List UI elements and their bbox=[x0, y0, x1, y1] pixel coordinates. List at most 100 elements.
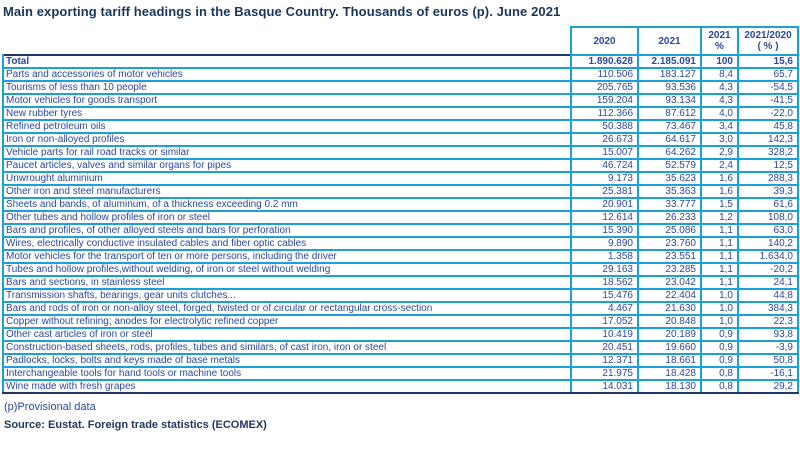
row-label-cell: Bars and rods of iron or non-alloy steel… bbox=[2, 301, 572, 316]
value-2021-cell: 26.233 bbox=[637, 210, 702, 225]
column-header-2021-pct-line1: 2021 bbox=[708, 30, 731, 41]
row-label-cell: Tubes and hollow profiles,without weldin… bbox=[2, 262, 572, 277]
value-2020-cell: 15.476 bbox=[570, 288, 639, 303]
value-2020-cell: 12.371 bbox=[570, 353, 639, 368]
provisional-data-note: (p)Provisional data bbox=[4, 401, 96, 413]
table-row: Refined petroleum oils 50.388 73.467 3,4 45,… bbox=[2, 119, 799, 134]
row-label-cell: Copper without refining; anodes for elec… bbox=[2, 314, 572, 329]
table-row: Other iron and steel manufacturers 25.381… bbox=[2, 184, 799, 199]
value-2020-cell: 12.614 bbox=[570, 210, 639, 225]
value-2021-cell: 25.086 bbox=[637, 223, 702, 238]
value-2021-pct-cell: 1,5 bbox=[700, 197, 739, 212]
value-2021-2020-cell: 44,8 bbox=[737, 288, 799, 303]
row-label-cell: Transmission shafts, bearings, gear unit… bbox=[2, 288, 572, 303]
row-label-cell: Sheets and bands, of aluminum, of a thic… bbox=[2, 197, 572, 212]
value-2021-cell: 64.262 bbox=[637, 145, 702, 160]
value-2020-cell: 46.724 bbox=[570, 158, 639, 173]
table-row: Construction-based sheets, rods, profile… bbox=[2, 340, 799, 355]
value-2021-pct-cell: 8,4 bbox=[700, 67, 739, 82]
row-label-cell: Bars and profiles, of other alloyed stee… bbox=[2, 223, 572, 238]
value-2021-pct-cell: 0,9 bbox=[700, 340, 739, 355]
value-2021-cell: 183.127 bbox=[637, 67, 702, 82]
value-2021-cell: 18.428 bbox=[637, 366, 702, 381]
value-2021-pct-cell: 2,4 bbox=[700, 158, 739, 173]
row-label-cell: Tourisms of less than 10 people bbox=[2, 80, 572, 95]
value-2021-cell: 23.760 bbox=[637, 236, 702, 251]
value-2021-pct-cell: 1,1 bbox=[700, 262, 739, 277]
row-label-cell: Wires, electrically conductive insulated… bbox=[2, 236, 572, 251]
row-label-cell: Other iron and steel manufacturers bbox=[2, 184, 572, 199]
column-header-2021-2020-line1: 2021/2020 bbox=[744, 30, 792, 41]
value-2021-2020-cell: 65,7 bbox=[737, 67, 799, 82]
value-2021-pct-cell: 1,1 bbox=[700, 249, 739, 264]
table-row: Padlocks, locks, bolts and keys made of … bbox=[2, 353, 799, 368]
value-2021-pct-cell: 1,0 bbox=[700, 314, 739, 329]
table-row: Wires, electrically conductive insulated… bbox=[2, 236, 799, 251]
value-2020-cell: 1.358 bbox=[570, 249, 639, 264]
value-2021-2020-cell: 108,0 bbox=[737, 210, 799, 225]
row-label-cell: Paucet articles, valves and similar orga… bbox=[2, 158, 572, 173]
table-row: Tubes and hollow profiles,without weldin… bbox=[2, 262, 799, 277]
table-row: Motor vehicles for the transport of ten … bbox=[2, 249, 799, 264]
value-2021-2020-cell: 24,1 bbox=[737, 275, 799, 290]
row-label-cell: Parts and accessories of motor vehicles bbox=[2, 67, 572, 82]
value-2021-cell: 52.579 bbox=[637, 158, 702, 173]
column-header-2020: 2020 bbox=[570, 26, 639, 56]
table-row: Bars and profiles, of other alloyed stee… bbox=[2, 223, 799, 238]
row-label-cell: Bars and sections, in stainless steel bbox=[2, 275, 572, 290]
value-2021-2020-cell: -41,5 bbox=[737, 93, 799, 108]
value-2020-cell: 15.007 bbox=[570, 145, 639, 160]
table-row: Sheets and bands, of aluminum, of a thic… bbox=[2, 197, 799, 212]
table-row: Bars and rods of iron or non-alloy steel… bbox=[2, 301, 799, 316]
value-2021-pct-cell: 4,3 bbox=[700, 93, 739, 108]
value-2020-cell: 112.366 bbox=[570, 106, 639, 121]
value-2021-2020-cell: 12,5 bbox=[737, 158, 799, 173]
value-2021-2020-cell: 22,3 bbox=[737, 314, 799, 329]
value-2021-cell: 23.285 bbox=[637, 262, 702, 277]
row-label-cell: Padlocks, locks, bolts and keys made of … bbox=[2, 353, 572, 368]
value-2021-pct-cell: 1,6 bbox=[700, 171, 739, 186]
value-2021-2020-cell: 140,2 bbox=[737, 236, 799, 251]
value-2021-cell: 21.630 bbox=[637, 301, 702, 316]
source-note: Source: Eustat. Foreign trade statistics… bbox=[4, 419, 267, 431]
table-row: Unwrought aluminium 9.173 35.623 1,6 288,3 bbox=[2, 171, 799, 186]
value-2021-pct-cell: 1,0 bbox=[700, 301, 739, 316]
table-row: Total 1.890.628 2.185.091 100 15,6 bbox=[2, 54, 799, 69]
value-2021-2020-cell: -22,0 bbox=[737, 106, 799, 121]
value-2020-cell: 159.204 bbox=[570, 93, 639, 108]
value-2020-cell: 14.031 bbox=[570, 379, 639, 394]
value-2020-cell: 18.562 bbox=[570, 275, 639, 290]
table-row: New rubber tyres 112.366 87.612 4,0 -22,0 bbox=[2, 106, 799, 121]
value-2020-cell: 15.390 bbox=[570, 223, 639, 238]
value-2021-pct-cell: 1,0 bbox=[700, 288, 739, 303]
value-2021-pct-cell: 4,3 bbox=[700, 80, 739, 95]
value-2020-cell: 10.419 bbox=[570, 327, 639, 342]
table-row: Tourisms of less than 10 people 205.765 93… bbox=[2, 80, 799, 95]
value-2021-cell: 23.042 bbox=[637, 275, 702, 290]
value-2020-cell: 20.451 bbox=[570, 340, 639, 355]
value-2021-2020-cell: 61,6 bbox=[737, 197, 799, 212]
column-header-2021: 2021 bbox=[637, 26, 702, 56]
column-header-2020-label: 2020 bbox=[593, 35, 616, 47]
header-row: 2020 2021 2021 % 2021/2020 ( % ) bbox=[3, 26, 799, 56]
value-2021-cell: 20.848 bbox=[637, 314, 702, 329]
value-2021-pct-cell: 3,4 bbox=[700, 119, 739, 134]
row-label-cell: Construction-based sheets, rods, profile… bbox=[2, 340, 572, 355]
value-2021-cell: 35.623 bbox=[637, 171, 702, 186]
value-2021-2020-cell: 93,8 bbox=[737, 327, 799, 342]
value-2021-cell: 18.661 bbox=[637, 353, 702, 368]
value-2021-pct-cell: 1,2 bbox=[700, 210, 739, 225]
row-label-cell: Other tubes and hollow profiles of iron … bbox=[2, 210, 572, 225]
value-2021-cell: 23.551 bbox=[637, 249, 702, 264]
value-2021-pct-cell: 100 bbox=[700, 54, 739, 69]
value-2021-pct-cell: 1,1 bbox=[700, 223, 739, 238]
value-2021-pct-cell: 0,8 bbox=[700, 366, 739, 381]
data-table: 2020 2021 2021 % 2021/2020 ( % ) Total 1.… bbox=[2, 26, 799, 394]
value-2021-pct-cell: 4,0 bbox=[700, 106, 739, 121]
table-row: Vehicle parts for rail road tracks or si… bbox=[2, 145, 799, 160]
column-header-2021-2020: 2021/2020 ( % ) bbox=[737, 26, 799, 56]
table-row: Iron or non-alloyed profiles 26.673 64.617… bbox=[2, 132, 799, 147]
row-label-cell: Other cast articles of iron or steel bbox=[2, 327, 572, 342]
value-2021-cell: 64.617 bbox=[637, 132, 702, 147]
table-row: Transmission shafts, bearings, gear unit… bbox=[2, 288, 799, 303]
